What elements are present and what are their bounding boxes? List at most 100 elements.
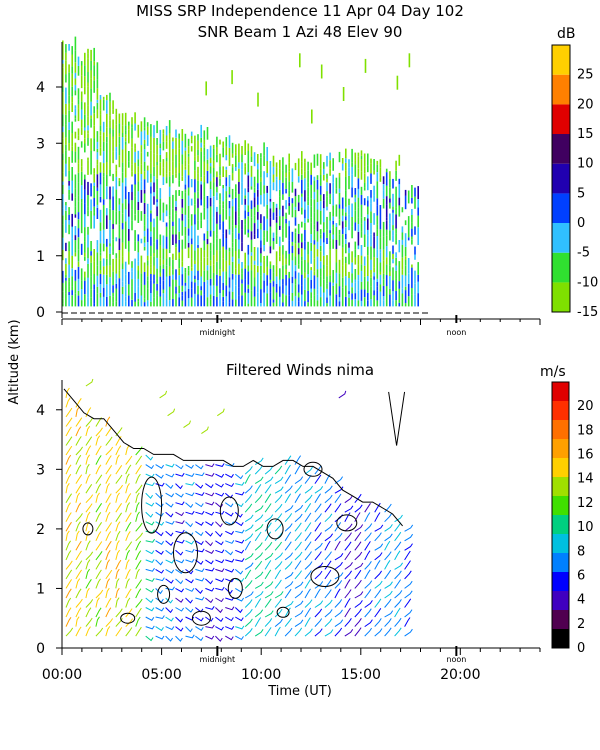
snr-cell: [109, 186, 111, 200]
wind-x-tick-label: 10:00: [241, 667, 281, 683]
wind-barb: [274, 486, 284, 494]
snr-cell: [354, 160, 357, 165]
snr-cell: [128, 121, 130, 126]
wind-barb: [334, 627, 343, 637]
snr-cell: [241, 229, 243, 243]
snr-cell: [143, 230, 146, 237]
snr-cell: [159, 245, 162, 259]
snr-cell: [275, 179, 278, 192]
wind-barb: [95, 578, 101, 589]
snr-cell: [370, 246, 372, 260]
snr-cell: [414, 246, 416, 255]
snr-cell: [297, 202, 300, 212]
snr-cell: [68, 156, 70, 171]
snr-cell: [379, 252, 382, 263]
wind-barb: [334, 522, 342, 532]
snr-cell: [212, 243, 215, 247]
wind-barb: [185, 607, 194, 613]
wind-barb: [374, 543, 384, 551]
snr-cell: [140, 121, 143, 132]
wind-barb: [314, 628, 323, 637]
snr-cell: [357, 178, 360, 189]
snr-cell: [77, 182, 80, 196]
wind-barb: [95, 492, 100, 503]
snr-cell: [118, 133, 121, 137]
snr-cell: [285, 212, 287, 219]
snr-cell: [235, 239, 237, 251]
snr-cell: [216, 211, 218, 224]
snr-cell: [65, 97, 67, 104]
snr-cell: [411, 264, 413, 268]
snr-cell: [77, 266, 80, 279]
snr-cell: [121, 294, 124, 307]
snr-cell: [153, 253, 155, 257]
snr-cell: [168, 186, 171, 197]
snr-cell: [80, 101, 83, 110]
snr-cell: [71, 73, 73, 87]
snr-cell: [197, 166, 199, 174]
snr-cell: [231, 261, 234, 269]
wind-barb: [135, 492, 140, 503]
snr-cell: [216, 250, 218, 262]
snr-cell: [109, 199, 111, 205]
wind-barb: [324, 533, 334, 542]
snr-cell: [74, 197, 77, 207]
snr-cell: [209, 206, 212, 218]
snr-cell: [178, 180, 180, 187]
snr-cell: [332, 193, 334, 206]
wind-barb: [384, 560, 391, 570]
snr-cell: [323, 265, 325, 270]
wind-barb: [374, 552, 383, 561]
snr-cell: [209, 294, 212, 300]
snr-cell: [137, 234, 140, 242]
snr-cell: [65, 293, 67, 307]
snr-cell: [124, 221, 127, 235]
snr-cell: [307, 196, 309, 202]
snr-cell: [181, 249, 184, 262]
snr-cell: [235, 211, 237, 225]
snr-cell: [102, 204, 105, 217]
snr-cell: [228, 159, 231, 166]
snr-cell: [266, 218, 268, 231]
snr-cell: [307, 170, 309, 183]
snr-cell: [338, 177, 341, 189]
snr-cell: [310, 298, 312, 307]
snr-cell: [253, 296, 256, 307]
snr-cell: [348, 198, 350, 206]
snr-cell: [200, 290, 202, 296]
snr-cell: [329, 233, 331, 241]
wind-barb: [394, 550, 401, 561]
snr-cell: [389, 251, 391, 266]
snr-cell: [310, 198, 312, 207]
wind-barb: [304, 579, 312, 589]
wind-barb: [334, 619, 344, 628]
wind-barb: [354, 512, 361, 522]
snr-cell: [294, 295, 297, 307]
snr-cell: [275, 235, 278, 244]
snr-cell: [106, 296, 108, 307]
snr-cell: [74, 115, 77, 119]
wind-barb: [195, 540, 204, 546]
snr-cell: [115, 258, 118, 265]
snr-colorbar-label: 20: [577, 97, 594, 112]
snr-cell: [184, 169, 187, 179]
snr-cell: [62, 215, 64, 225]
snr-cell: [134, 230, 136, 242]
wind-barb: [155, 482, 165, 487]
wind-barb: [65, 597, 72, 608]
snr-cell: [382, 296, 385, 301]
snr-cell: [102, 163, 105, 173]
snr-cell: [143, 225, 146, 231]
wind-barb: [145, 578, 155, 582]
snr-cell: [99, 260, 102, 270]
snr-cell: [159, 154, 162, 163]
wind-colorbar-swatch: [552, 629, 569, 648]
wind-barb: [165, 626, 175, 631]
snr-cell: [389, 294, 391, 307]
wind-barb: [115, 587, 120, 599]
wind-barb: [284, 552, 294, 561]
snr-cell: [329, 211, 331, 221]
wind-barb: [183, 420, 191, 429]
snr-cell: [212, 255, 215, 265]
snr-cell: [329, 260, 331, 271]
